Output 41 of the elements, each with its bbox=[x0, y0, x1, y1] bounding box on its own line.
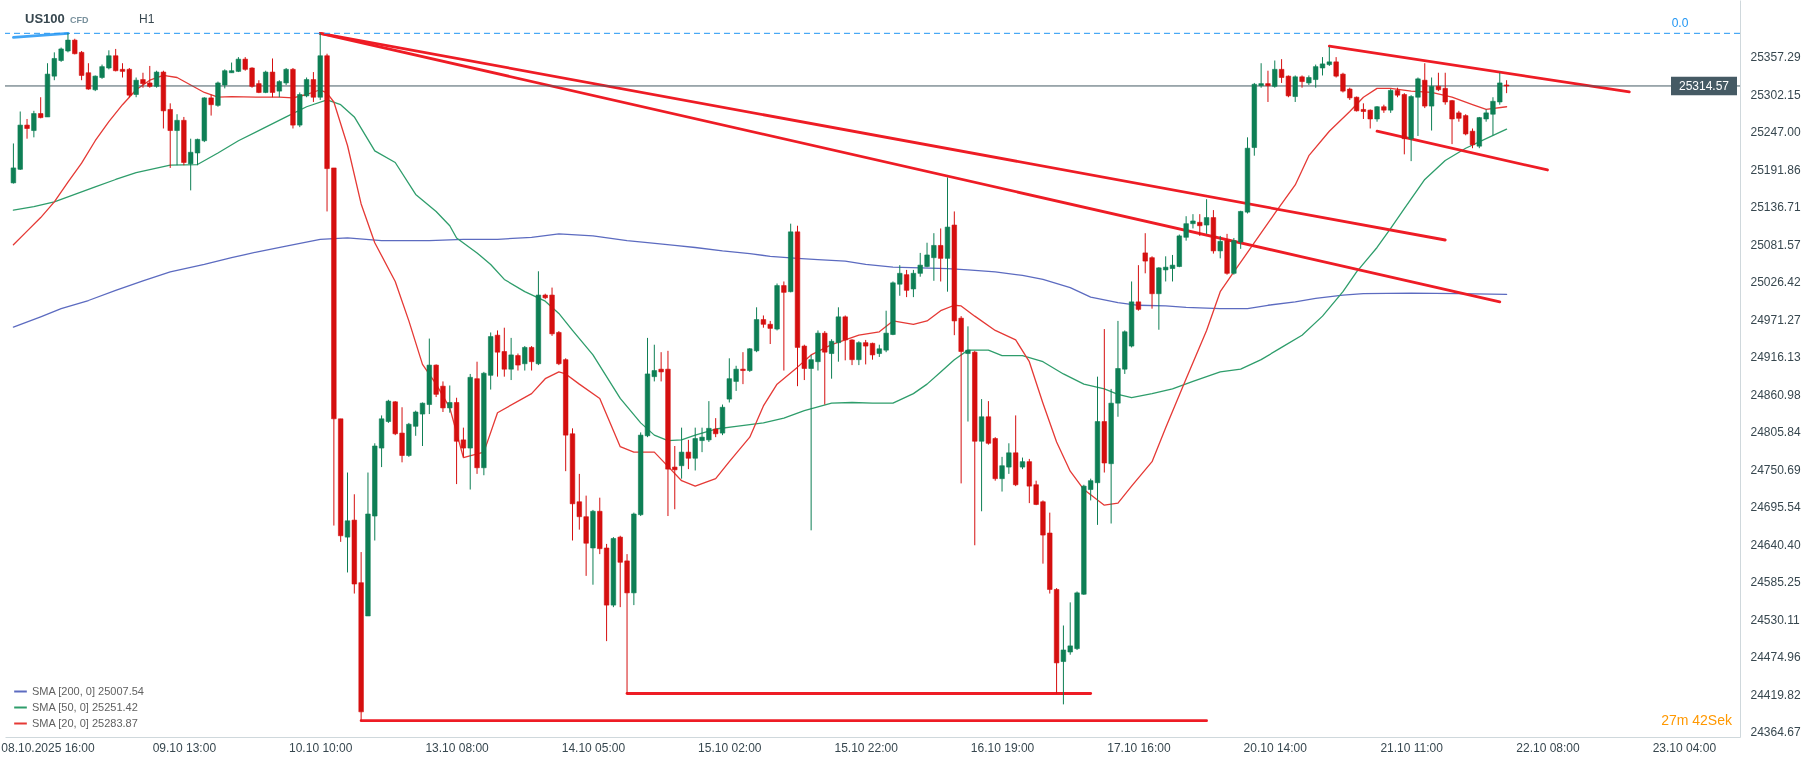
x-tick-label: 08.10.2025 16:00 bbox=[1, 740, 96, 755]
y-tick-label: 24805.84 bbox=[1750, 425, 1801, 440]
x-tick-label: 17.10 16:00 bbox=[1107, 740, 1171, 755]
y-tick-label: 24364.67 bbox=[1750, 725, 1801, 740]
y-tick-label: 24971.27 bbox=[1750, 312, 1801, 327]
text: US100 bbox=[25, 11, 65, 26]
y-tick-label: 24530.11 bbox=[1750, 612, 1800, 627]
legend-label: SMA [200, 0] 25007.54 bbox=[32, 684, 144, 697]
y-tick-label: 25191.86 bbox=[1750, 162, 1801, 177]
y-tick-label: 24640.40 bbox=[1750, 537, 1801, 552]
y-tick-label: 24695.54 bbox=[1750, 500, 1801, 515]
y-tick-label: 25081.57 bbox=[1750, 237, 1801, 252]
y-tick-label: 25302.15 bbox=[1750, 87, 1801, 102]
x-tick-label: 21.10 11:00 bbox=[1380, 740, 1444, 755]
y-tick-label: 25136.71 bbox=[1750, 200, 1801, 215]
x-tick-label: 15.10 02:00 bbox=[698, 740, 762, 755]
ref-line-label: 25314.57 bbox=[1678, 78, 1730, 93]
x-tick-label: 22.10 08:00 bbox=[1516, 740, 1581, 755]
legend-label: SMA [50, 0] 25251.42 bbox=[32, 700, 138, 713]
y-tick-label: 24916.13 bbox=[1750, 350, 1801, 365]
text: CFD bbox=[70, 15, 89, 25]
x-tick-label: 09.10 13:00 bbox=[152, 740, 217, 755]
y-tick-label: 25357.29 bbox=[1750, 50, 1801, 65]
x-tick-label: 16.10 19:00 bbox=[970, 740, 1035, 755]
y-tick-label: 25026.42 bbox=[1750, 275, 1801, 290]
x-tick-label: 10.10 10:00 bbox=[289, 740, 353, 755]
y-tick-label: 24860.98 bbox=[1750, 387, 1801, 402]
x-tick-label: 15.10 22:00 bbox=[834, 740, 899, 755]
x-tick-label: 23.10 04:00 bbox=[1652, 740, 1717, 755]
y-tick-label: 24474.96 bbox=[1750, 650, 1801, 665]
annotation: H1 bbox=[139, 12, 155, 26]
x-tick-label: 13.10 08:00 bbox=[425, 740, 490, 755]
x-tick-label: 14.10 05:00 bbox=[561, 740, 626, 755]
y-tick-label: 24750.69 bbox=[1750, 462, 1801, 477]
legend-label: SMA [20, 0] 25283.87 bbox=[32, 716, 138, 729]
y-tick-label: 24585.25 bbox=[1750, 575, 1801, 590]
y-tick-label: 25247.00 bbox=[1750, 125, 1801, 140]
annotation: 0.0 bbox=[1671, 16, 1689, 31]
annotation: 27m 42Sek bbox=[1661, 712, 1733, 728]
y-tick-label: 24419.82 bbox=[1750, 687, 1801, 702]
x-tick-label: 20.10 14:00 bbox=[1243, 740, 1308, 755]
